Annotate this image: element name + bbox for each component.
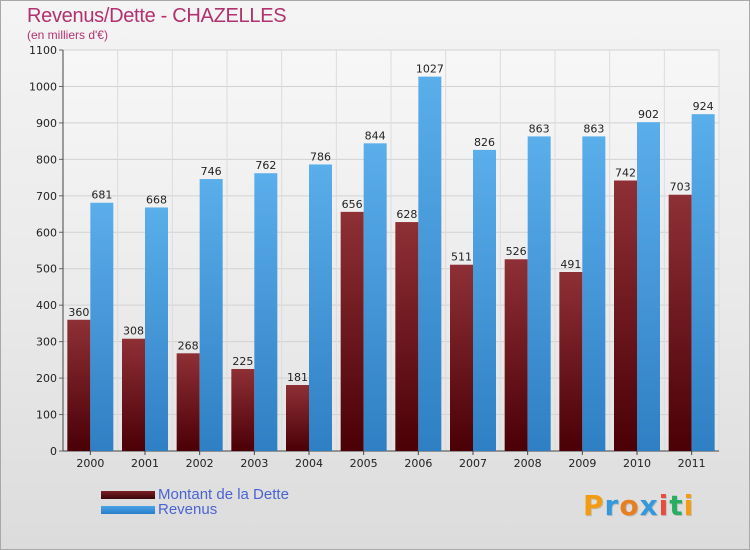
bar-dette bbox=[395, 222, 419, 451]
y-tick-label: 1000 bbox=[29, 80, 57, 93]
bar-dette bbox=[559, 272, 583, 451]
bar-revenus bbox=[145, 207, 168, 451]
y-tick-label: 900 bbox=[36, 117, 57, 130]
data-label: 511 bbox=[451, 251, 472, 264]
bar-dette bbox=[122, 338, 145, 451]
y-tick-label: 0 bbox=[50, 445, 57, 458]
bar-revenus bbox=[691, 114, 715, 451]
y-tick-label: 700 bbox=[36, 190, 57, 203]
logo-letter: i bbox=[658, 489, 670, 522]
x-tick-label: 2000 bbox=[76, 457, 104, 470]
legend-swatch-revenus bbox=[101, 505, 155, 514]
legend-item-dette: Montant de la Dette bbox=[101, 487, 289, 502]
chart-title: Revenus/Dette - CHAZELLES bbox=[27, 5, 287, 27]
x-tick-label: 2008 bbox=[514, 457, 542, 470]
x-tick-label: 2003 bbox=[240, 457, 268, 470]
data-label: 742 bbox=[615, 167, 636, 180]
y-tick-label: 100 bbox=[36, 409, 57, 422]
data-label: 746 bbox=[201, 165, 222, 178]
y-tick-label: 600 bbox=[36, 226, 57, 239]
data-label: 526 bbox=[506, 245, 527, 258]
bar-revenus bbox=[473, 149, 496, 452]
bar-dette bbox=[450, 264, 473, 451]
data-label: 656 bbox=[342, 198, 363, 211]
bar-revenus bbox=[582, 136, 606, 451]
data-label: 1027 bbox=[416, 63, 444, 76]
data-label: 703 bbox=[670, 181, 691, 194]
legend-item-revenus: Revenus bbox=[101, 502, 289, 517]
x-tick-label: 2010 bbox=[623, 457, 651, 470]
bar-revenus bbox=[254, 173, 278, 451]
bar-dette bbox=[504, 259, 528, 451]
data-label: 681 bbox=[91, 189, 112, 202]
data-label: 491 bbox=[560, 258, 581, 271]
bar-revenus bbox=[637, 122, 660, 452]
y-tick-label: 1100 bbox=[29, 44, 57, 57]
bar-revenus bbox=[199, 179, 223, 452]
data-label: 225 bbox=[232, 355, 253, 368]
data-label: 628 bbox=[396, 208, 417, 221]
data-label: 863 bbox=[583, 122, 604, 135]
data-label: 268 bbox=[178, 339, 199, 352]
x-tick-label: 2005 bbox=[350, 457, 378, 470]
bar-dette bbox=[176, 353, 200, 451]
legend-label-dette: Montant de la Dette bbox=[158, 486, 289, 503]
bar-dette bbox=[286, 385, 309, 451]
x-tick-label: 2009 bbox=[568, 457, 596, 470]
logo-letter: t bbox=[669, 489, 684, 522]
y-tick-label: 400 bbox=[36, 299, 57, 312]
bar-revenus bbox=[418, 76, 442, 451]
bar-revenus bbox=[90, 202, 114, 451]
y-tick-label: 300 bbox=[36, 336, 57, 349]
bar-dette bbox=[67, 319, 91, 451]
y-tick-label: 200 bbox=[36, 372, 57, 385]
x-tick-label: 2011 bbox=[678, 457, 706, 470]
data-label: 844 bbox=[365, 129, 386, 142]
bar-dette bbox=[668, 194, 692, 451]
y-tick-label: 500 bbox=[36, 263, 57, 276]
data-label: 762 bbox=[255, 159, 276, 172]
legend: Montant de la Dette Revenus bbox=[101, 487, 289, 517]
data-label: 360 bbox=[68, 306, 89, 319]
data-label: 826 bbox=[474, 136, 495, 149]
x-tick-label: 2006 bbox=[404, 457, 432, 470]
data-label: 902 bbox=[638, 108, 659, 121]
data-label: 181 bbox=[287, 371, 308, 384]
data-label: 308 bbox=[123, 325, 144, 338]
x-tick-label: 2004 bbox=[295, 457, 323, 470]
logo-letter: o bbox=[619, 489, 640, 522]
data-label: 863 bbox=[529, 122, 550, 135]
bar-revenus bbox=[363, 143, 387, 451]
x-tick-label: 2002 bbox=[186, 457, 214, 470]
x-tick-label: 2001 bbox=[131, 457, 159, 470]
logo-letter: i bbox=[683, 489, 695, 522]
logo-letter: x bbox=[639, 489, 659, 522]
data-label: 668 bbox=[146, 193, 167, 206]
data-label: 924 bbox=[693, 100, 714, 113]
data-label: 786 bbox=[310, 150, 331, 163]
proxiti-logo: Proxiti bbox=[583, 489, 694, 522]
chart-subtitle: (en milliers d'€) bbox=[27, 28, 108, 42]
bar-dette bbox=[340, 211, 364, 451]
legend-swatch-dette bbox=[101, 490, 155, 499]
legend-label-revenus: Revenus bbox=[158, 501, 218, 518]
logo-letter: P bbox=[583, 489, 605, 522]
bar-dette bbox=[231, 368, 255, 451]
bar-dette bbox=[614, 180, 637, 452]
bar-revenus bbox=[309, 164, 332, 451]
bar-revenus bbox=[527, 136, 551, 451]
y-tick-label: 800 bbox=[36, 153, 57, 166]
x-tick-label: 2007 bbox=[459, 457, 487, 470]
logo-letter: r bbox=[604, 489, 620, 522]
